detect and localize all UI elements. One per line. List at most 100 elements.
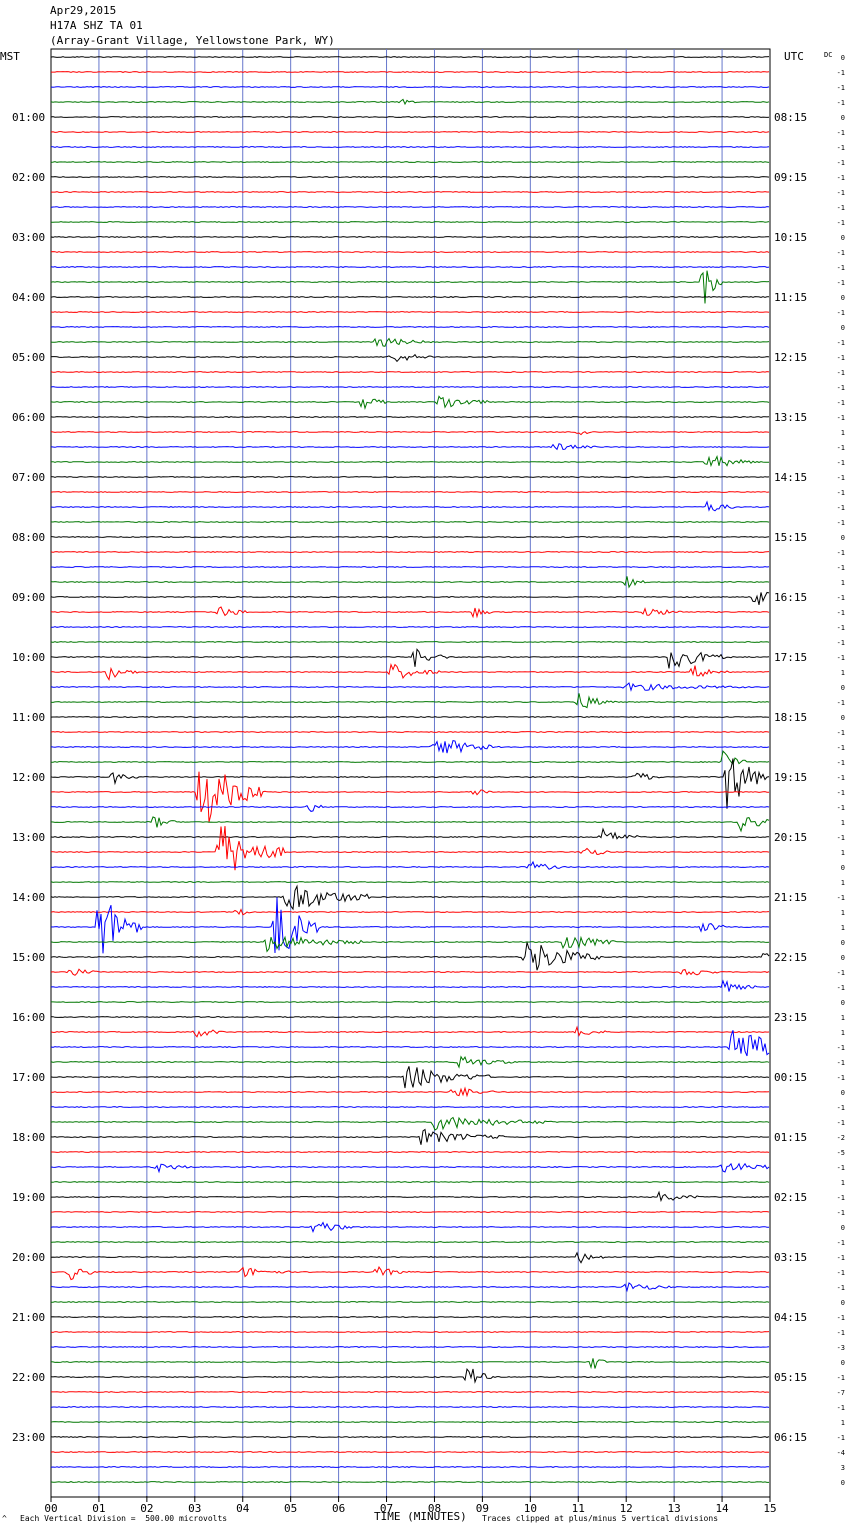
trace-0: [50, 56, 770, 58]
dc-offset-label: -1: [837, 759, 845, 767]
dc-offset-label: 1: [841, 669, 845, 677]
trace-58: [50, 897, 770, 954]
trace-77: [50, 1211, 770, 1213]
dc-offset-label: -1: [837, 624, 845, 632]
clip-note: Traces clipped at plus/minus 5 vertical …: [482, 1514, 719, 1523]
x-tick-label: 03: [188, 1502, 201, 1515]
trace-88: [50, 1368, 770, 1384]
trace-86: [50, 1346, 770, 1348]
dc-offset-label: -1: [837, 1284, 845, 1292]
mst-hour-label: 16:00: [12, 1011, 45, 1024]
dc-offset-label: -1: [837, 699, 845, 707]
dc-offset-label: 1: [841, 909, 845, 917]
dc-offset-label: -1: [837, 1164, 845, 1172]
dc-offset-label: -1: [837, 729, 845, 737]
dc-offset-label: -1: [837, 1074, 845, 1082]
trace-63: [51, 1001, 770, 1003]
trace-26: [50, 443, 770, 451]
trace-48: [50, 758, 770, 809]
trace-67: [50, 1055, 770, 1069]
dc-offset-label: -1: [837, 354, 845, 362]
utc-hour-label: 09:15: [774, 171, 807, 184]
x-tick-label: 15: [763, 1502, 776, 1515]
trace-35: [50, 576, 770, 589]
utc-hour-label: 04:15: [774, 1311, 807, 1324]
utc-hour-label: 22:15: [774, 951, 807, 964]
dc-offset-label: 0: [841, 1089, 845, 1097]
trace-12: [50, 236, 770, 238]
dc-offset-label: -1: [837, 144, 845, 152]
mst-hour-label: 02:00: [12, 171, 45, 184]
utc-hour-label: 14:15: [774, 471, 807, 484]
dc-offset-label: -1: [837, 744, 845, 752]
dc-offset-label: 0: [841, 234, 845, 242]
x-axis-title: TIME (MINUTES): [374, 1510, 467, 1523]
trace-30: [50, 500, 770, 512]
trace-73: [51, 1151, 770, 1153]
dc-offset-label: 0: [841, 294, 845, 302]
trace-61: [50, 968, 770, 976]
dc-offset-label: 1: [841, 1179, 845, 1187]
mst-hour-label: 23:00: [12, 1431, 45, 1444]
utc-hour-label: 02:15: [774, 1191, 807, 1204]
dc-offset-label: -1: [837, 99, 845, 107]
trace-84: [50, 1316, 769, 1318]
trace-71: [50, 1116, 770, 1131]
dc-offset-label: 1: [841, 579, 845, 587]
utc-hour-label: 01:15: [774, 1131, 807, 1144]
dc-offset-label: -1: [837, 339, 845, 347]
dc-offset-label: -1: [837, 249, 845, 257]
plot-frame: [50, 48, 771, 1498]
trace-69: [51, 1086, 770, 1098]
dc-offset-label: -1: [837, 459, 845, 467]
trace-60: [50, 942, 770, 971]
mst-hour-label: 06:00: [12, 411, 45, 424]
dc-offset-label: -1: [837, 1254, 845, 1262]
dc-offset-label: -1: [837, 594, 845, 602]
dc-offset-label: 1: [841, 1029, 845, 1037]
dc-offset-label: -1: [837, 774, 845, 782]
scale-note: Each Vertical Division = 500.00 microvol…: [20, 1514, 228, 1523]
x-tick-label: 05: [284, 1502, 297, 1515]
dc-offset-label: -1: [837, 1269, 845, 1277]
utc-hour-label: 18:15: [774, 711, 807, 724]
trace-85: [50, 1331, 770, 1333]
trace-19: [50, 337, 770, 348]
trace-41: [50, 663, 770, 681]
dc-offset-label: -1: [837, 369, 845, 377]
dc-offset-label: -1: [837, 384, 845, 392]
trace-36: [50, 591, 770, 606]
dc-offset-label: -1: [837, 489, 845, 497]
dc-offset-label: 0: [841, 324, 845, 332]
dc-offset-label: 1: [841, 849, 845, 857]
dc-offset-label: 0: [841, 864, 845, 872]
dc-offset-label: 0: [841, 1359, 845, 1367]
trace-37: [50, 606, 770, 619]
x-tick-label: 10: [524, 1502, 537, 1515]
utc-hour-label: 13:15: [774, 411, 807, 424]
mst-hour-label: 07:00: [12, 471, 45, 484]
dc-offset-label: -1: [837, 504, 845, 512]
dc-offset-label: 1: [841, 924, 845, 932]
dc-offset-label: 1: [841, 879, 845, 887]
x-tick-label: 01: [92, 1502, 105, 1515]
trace-5: [50, 131, 770, 133]
trace-20: [50, 353, 770, 363]
trace-89: [51, 1391, 770, 1393]
utc-hour-label: 12:15: [774, 351, 807, 364]
trace-65: [50, 1025, 770, 1038]
dc-offset-label: -1: [837, 84, 845, 92]
utc-hour-label: 23:15: [774, 1011, 807, 1024]
trace-31: [50, 521, 770, 523]
trace-55: [50, 881, 770, 883]
trace-38: [51, 626, 770, 628]
dc-offset-label: 0: [841, 939, 845, 947]
dc-offset-label: -1: [837, 1059, 845, 1067]
header-location: (Array-Grant Village, Yellowstone Park, …: [50, 34, 335, 47]
corner-mark: ^: [2, 1514, 7, 1523]
mst-hour-label: 14:00: [12, 891, 45, 904]
trace-93: [50, 1451, 770, 1453]
trace-80: [50, 1251, 770, 1264]
dc-offset-label: -1: [837, 129, 845, 137]
